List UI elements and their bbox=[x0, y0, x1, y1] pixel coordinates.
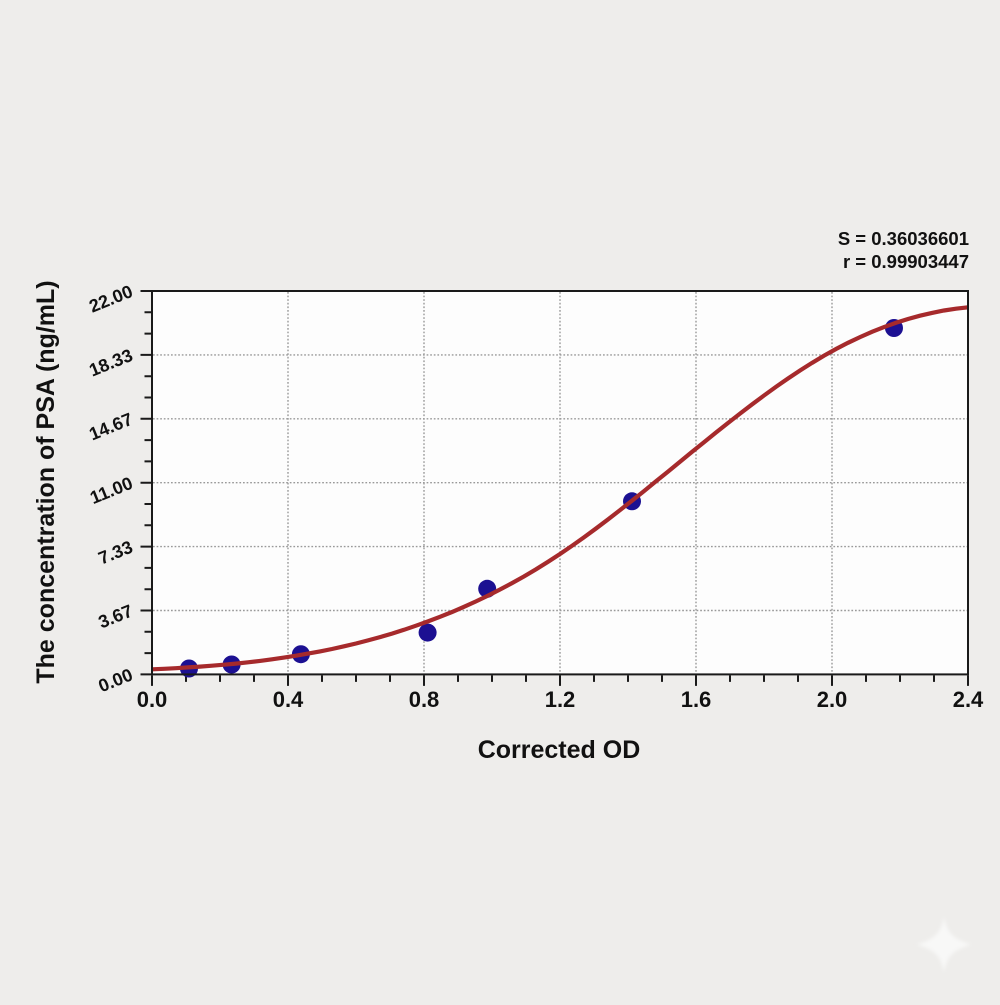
svg-text:The concentration of PSA (ng/m: The concentration of PSA (ng/mL) bbox=[32, 280, 60, 683]
svg-text:r = 0.99903447: r = 0.99903447 bbox=[843, 251, 969, 272]
svg-text:0.8: 0.8 bbox=[409, 687, 440, 712]
svg-text:1.6: 1.6 bbox=[681, 687, 712, 712]
svg-text:0.0: 0.0 bbox=[137, 687, 168, 712]
svg-text:2.4: 2.4 bbox=[953, 687, 984, 712]
svg-text:0.4: 0.4 bbox=[273, 687, 304, 712]
svg-text:S = 0.36036601: S = 0.36036601 bbox=[838, 228, 969, 249]
svg-text:Corrected OD: Corrected OD bbox=[478, 736, 641, 764]
svg-text:2.0: 2.0 bbox=[817, 687, 848, 712]
svg-text:1.2: 1.2 bbox=[545, 687, 576, 712]
